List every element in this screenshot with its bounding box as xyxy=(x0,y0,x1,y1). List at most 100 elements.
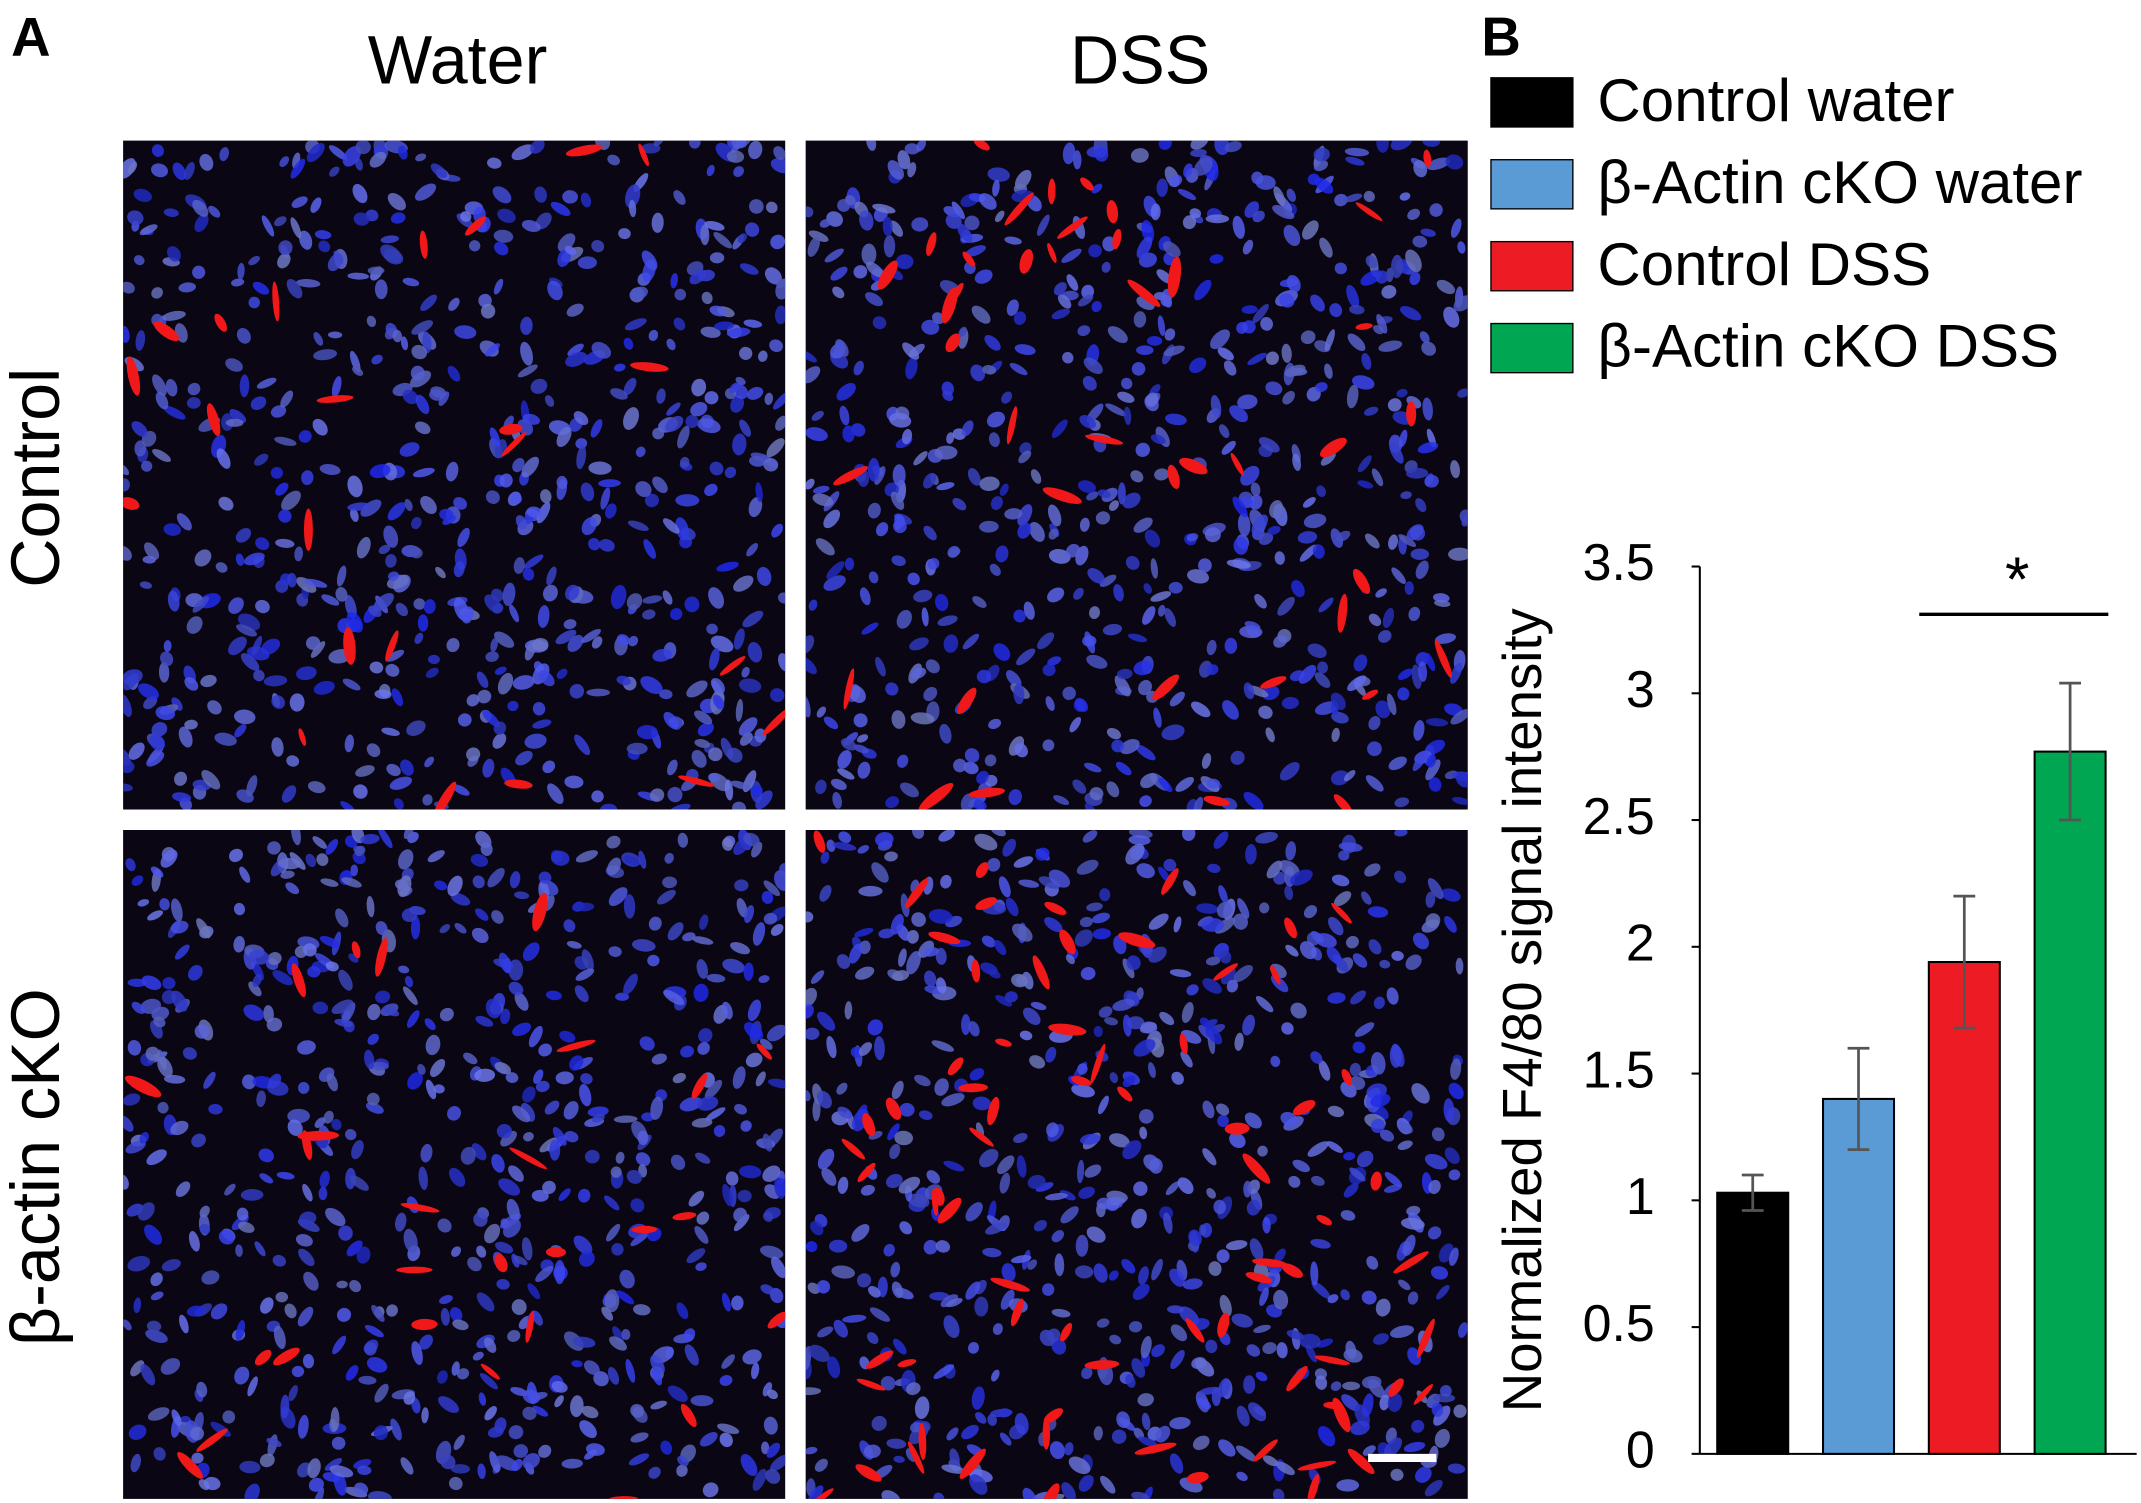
nucleus xyxy=(411,320,434,335)
nucleus xyxy=(1094,147,1109,162)
nucleus xyxy=(482,710,500,727)
nucleus xyxy=(675,494,700,507)
nucleus xyxy=(1029,1055,1046,1069)
macrophage-signal xyxy=(1253,1439,1278,1462)
nucleus xyxy=(1258,705,1273,719)
nucleus xyxy=(601,1306,614,1321)
nucleus xyxy=(161,1258,181,1272)
nucleus xyxy=(584,1149,600,1164)
nucleus xyxy=(1139,1126,1148,1140)
nucleus xyxy=(524,733,547,749)
nucleus xyxy=(604,1289,620,1313)
nucleus xyxy=(182,1047,197,1060)
nucleus xyxy=(770,688,785,703)
nucleus xyxy=(1398,1121,1413,1134)
nucleus xyxy=(766,201,778,214)
nucleus xyxy=(906,929,919,944)
nucleus xyxy=(835,339,849,357)
nucleus xyxy=(1400,1217,1425,1230)
nucleus xyxy=(128,742,145,760)
nucleus xyxy=(1305,1344,1318,1363)
nucleus xyxy=(706,973,726,983)
nucleus xyxy=(805,478,815,490)
nucleus xyxy=(460,211,472,222)
nucleus xyxy=(1258,532,1274,546)
nucleus xyxy=(771,523,784,538)
nucleus xyxy=(830,266,848,281)
nucleus xyxy=(367,266,385,275)
nucleus xyxy=(651,1367,663,1386)
nucleus xyxy=(522,942,540,962)
nucleus xyxy=(765,1469,781,1484)
nucleus xyxy=(934,1078,949,1096)
nucleus xyxy=(766,1442,781,1458)
nucleus xyxy=(685,414,699,429)
nucleus xyxy=(398,965,410,974)
nucleus xyxy=(1273,186,1286,207)
nucleus xyxy=(266,1437,282,1447)
macrophage-signal xyxy=(419,230,428,259)
nucleus xyxy=(123,463,130,476)
nucleus xyxy=(755,1071,766,1087)
nucleus xyxy=(1224,141,1242,153)
nucleus xyxy=(308,1477,324,1492)
nucleus xyxy=(1379,959,1391,969)
macrophage-signal xyxy=(969,1127,994,1147)
nucleus xyxy=(1396,388,1408,398)
nucleus xyxy=(521,220,541,232)
nucleus xyxy=(234,1366,250,1385)
nucleus xyxy=(1080,1133,1101,1145)
macrophage-signal xyxy=(1084,1360,1120,1370)
nucleus xyxy=(1262,1342,1277,1355)
nucleus xyxy=(417,614,429,632)
nucleus xyxy=(1079,415,1096,429)
nucleus xyxy=(1375,1298,1391,1317)
nucleus xyxy=(1229,405,1248,423)
nucleus xyxy=(1450,708,1468,725)
macrophage-signal xyxy=(1167,256,1182,298)
nucleus xyxy=(924,970,937,987)
nucleus xyxy=(246,775,258,797)
nucleus xyxy=(451,1246,462,1257)
macrophage-signal xyxy=(272,281,280,322)
nucleus xyxy=(1410,548,1430,560)
nucleus xyxy=(492,186,512,204)
macrophage-signal xyxy=(1416,1318,1435,1358)
nucleus xyxy=(280,1394,290,1419)
nucleus xyxy=(943,1160,965,1172)
nucleus xyxy=(856,1273,872,1288)
nucleus xyxy=(618,228,631,240)
micrograph xyxy=(805,829,1468,1499)
nucleus xyxy=(573,411,589,426)
nucleus xyxy=(704,391,719,405)
nucleus xyxy=(1155,426,1170,448)
y-tick-label: 0 xyxy=(1626,1421,1655,1479)
nucleus xyxy=(1280,1111,1298,1126)
nucleus xyxy=(760,1245,784,1259)
nucleus xyxy=(733,166,744,178)
nucleus xyxy=(1190,701,1211,718)
nucleus xyxy=(1083,762,1102,773)
nucleus xyxy=(844,1001,853,1020)
nucleus xyxy=(616,634,630,646)
nucleus xyxy=(1373,996,1385,1009)
nucleus xyxy=(1114,675,1131,697)
nucleus xyxy=(1037,632,1055,650)
nucleus xyxy=(1373,1333,1389,1345)
nucleus xyxy=(1252,210,1265,223)
nucleus xyxy=(1405,249,1422,273)
nucleus xyxy=(338,1225,353,1241)
macrophage-signal xyxy=(691,1073,708,1099)
nucleus xyxy=(1240,465,1260,486)
nucleus xyxy=(508,1425,524,1440)
nucleus xyxy=(515,750,533,766)
nucleus xyxy=(1151,1344,1165,1358)
macrophage-signal xyxy=(907,1441,925,1474)
nucleus xyxy=(319,936,340,948)
nucleus xyxy=(811,410,824,421)
nucleus xyxy=(383,525,399,548)
nucleus xyxy=(373,1425,389,1441)
nucleus xyxy=(653,140,665,147)
macrophage-signal xyxy=(1270,965,1281,985)
nucleus xyxy=(1218,1378,1231,1398)
